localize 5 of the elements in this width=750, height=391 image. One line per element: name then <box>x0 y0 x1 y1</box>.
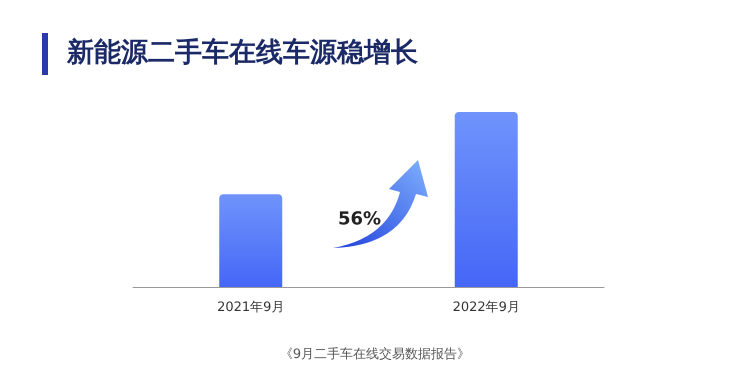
chart-title: 新能源二手车在线车源稳增长 <box>66 37 418 68</box>
annotation: 56% <box>338 208 382 230</box>
x-tick-label: 2022年9月 <box>452 300 520 315</box>
text: 《9月二手车在线交易数据报告》 <box>280 346 470 362</box>
x-tick-label: 2021年9月 <box>217 300 284 315</box>
